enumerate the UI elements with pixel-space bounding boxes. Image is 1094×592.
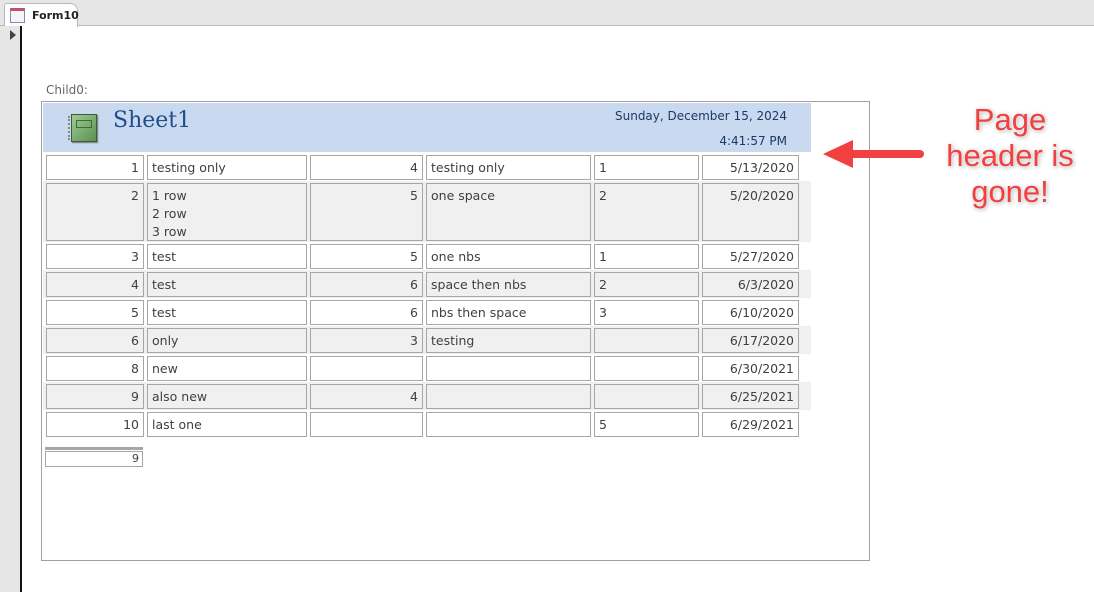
subform-label: Child0: [46, 83, 88, 97]
report-logo-icon [68, 114, 97, 142]
subform-child0[interactable]: Sheet1 Sunday, December 15, 2024 4:41:57… [41, 101, 870, 561]
report-title: Sheet1 [113, 108, 192, 133]
cell-date[interactable]: 6/29/2021 [702, 412, 799, 437]
cell-text[interactable]: only [147, 328, 307, 353]
cell-date[interactable]: 5/20/2020 [702, 183, 799, 241]
cell-text[interactable]: test [147, 244, 307, 269]
cell-note[interactable]: nbs then space [426, 300, 591, 325]
cell-text[interactable]: new [147, 356, 307, 381]
cell-number[interactable]: 6 [310, 300, 423, 325]
total-divider [45, 447, 143, 450]
table-row: 10 last one 5 6/29/2021 [43, 410, 811, 438]
cell-id[interactable]: 3 [46, 244, 144, 269]
cell-date[interactable]: 6/25/2021 [702, 384, 799, 409]
cell-code[interactable]: 2 [594, 272, 699, 297]
cell-code[interactable] [594, 328, 699, 353]
record-selector[interactable] [0, 26, 22, 592]
table-row: 5 test 6 nbs then space 3 6/10/2020 [43, 298, 811, 326]
cell-code[interactable]: 3 [594, 300, 699, 325]
cell-number[interactable]: 5 [310, 183, 423, 241]
cell-date[interactable]: 6/10/2020 [702, 300, 799, 325]
cell-code[interactable] [594, 384, 699, 409]
annotation-arrow-shaft [848, 150, 924, 158]
cell-id[interactable]: 5 [46, 300, 144, 325]
cell-id[interactable]: 8 [46, 356, 144, 381]
cell-number[interactable] [310, 412, 423, 437]
cell-code[interactable]: 2 [594, 183, 699, 241]
document-tab-bar: Form10 [0, 0, 1094, 27]
cell-note[interactable] [426, 412, 591, 437]
cell-note[interactable]: one space [426, 183, 591, 241]
cell-text[interactable]: test [147, 272, 307, 297]
cell-note[interactable]: space then nbs [426, 272, 591, 297]
cell-date[interactable]: 6/3/2020 [702, 272, 799, 297]
tab-form10[interactable]: Form10 [4, 3, 79, 27]
cell-id[interactable]: 1 [46, 155, 144, 180]
cell-number[interactable]: 6 [310, 272, 423, 297]
cell-id[interactable]: 2 [46, 183, 144, 241]
report-header: Sheet1 Sunday, December 15, 2024 4:41:57… [43, 103, 811, 152]
cell-number[interactable]: 4 [310, 384, 423, 409]
cell-id[interactable]: 9 [46, 384, 144, 409]
cell-text[interactable]: 1 row 2 row 3 row [147, 183, 307, 241]
report-date: Sunday, December 15, 2024 [614, 109, 787, 123]
cell-text[interactable]: also new [147, 384, 307, 409]
cell-number[interactable]: 5 [310, 244, 423, 269]
annotation-arrow-icon [823, 140, 853, 168]
cell-text[interactable]: testing only [147, 155, 307, 180]
annotation-text: Page header is gone! [946, 102, 1074, 209]
cell-date[interactable]: 5/27/2020 [702, 244, 799, 269]
cell-text[interactable]: last one [147, 412, 307, 437]
table-row: 6 only 3 testing 6/17/2020 [43, 326, 811, 354]
cell-number[interactable] [310, 356, 423, 381]
cell-note[interactable]: testing only [426, 155, 591, 180]
cell-code[interactable]: 1 [594, 244, 699, 269]
cell-note[interactable]: one nbs [426, 244, 591, 269]
cell-note[interactable] [426, 356, 591, 381]
table-row: 8 new 6/30/2021 [43, 354, 811, 382]
cell-id[interactable]: 10 [46, 412, 144, 437]
form-icon [10, 8, 25, 23]
tab-label: Form10 [32, 9, 79, 22]
cell-code[interactable] [594, 356, 699, 381]
cell-code[interactable]: 5 [594, 412, 699, 437]
table-row: 3 test 5 one nbs 1 5/27/2020 [43, 242, 811, 270]
cell-note[interactable]: testing [426, 328, 591, 353]
cell-date[interactable]: 6/17/2020 [702, 328, 799, 353]
cell-note[interactable] [426, 384, 591, 409]
cell-code[interactable]: 1 [594, 155, 699, 180]
current-record-arrow-icon [10, 30, 16, 40]
table-row: 4 test 6 space then nbs 2 6/3/2020 [43, 270, 811, 298]
cell-id[interactable]: 4 [46, 272, 144, 297]
cell-date[interactable]: 6/30/2021 [702, 356, 799, 381]
cell-number[interactable]: 4 [310, 155, 423, 180]
cell-date[interactable]: 5/13/2020 [702, 155, 799, 180]
record-count: 9 [45, 451, 143, 467]
table-row: 1 testing only 4 testing only 1 5/13/2020 [43, 153, 811, 181]
report-time: 4:41:57 PM [719, 134, 787, 148]
table-row: 9 also new 4 6/25/2021 [43, 382, 811, 410]
cell-number[interactable]: 3 [310, 328, 423, 353]
cell-id[interactable]: 6 [46, 328, 144, 353]
cell-text[interactable]: test [147, 300, 307, 325]
